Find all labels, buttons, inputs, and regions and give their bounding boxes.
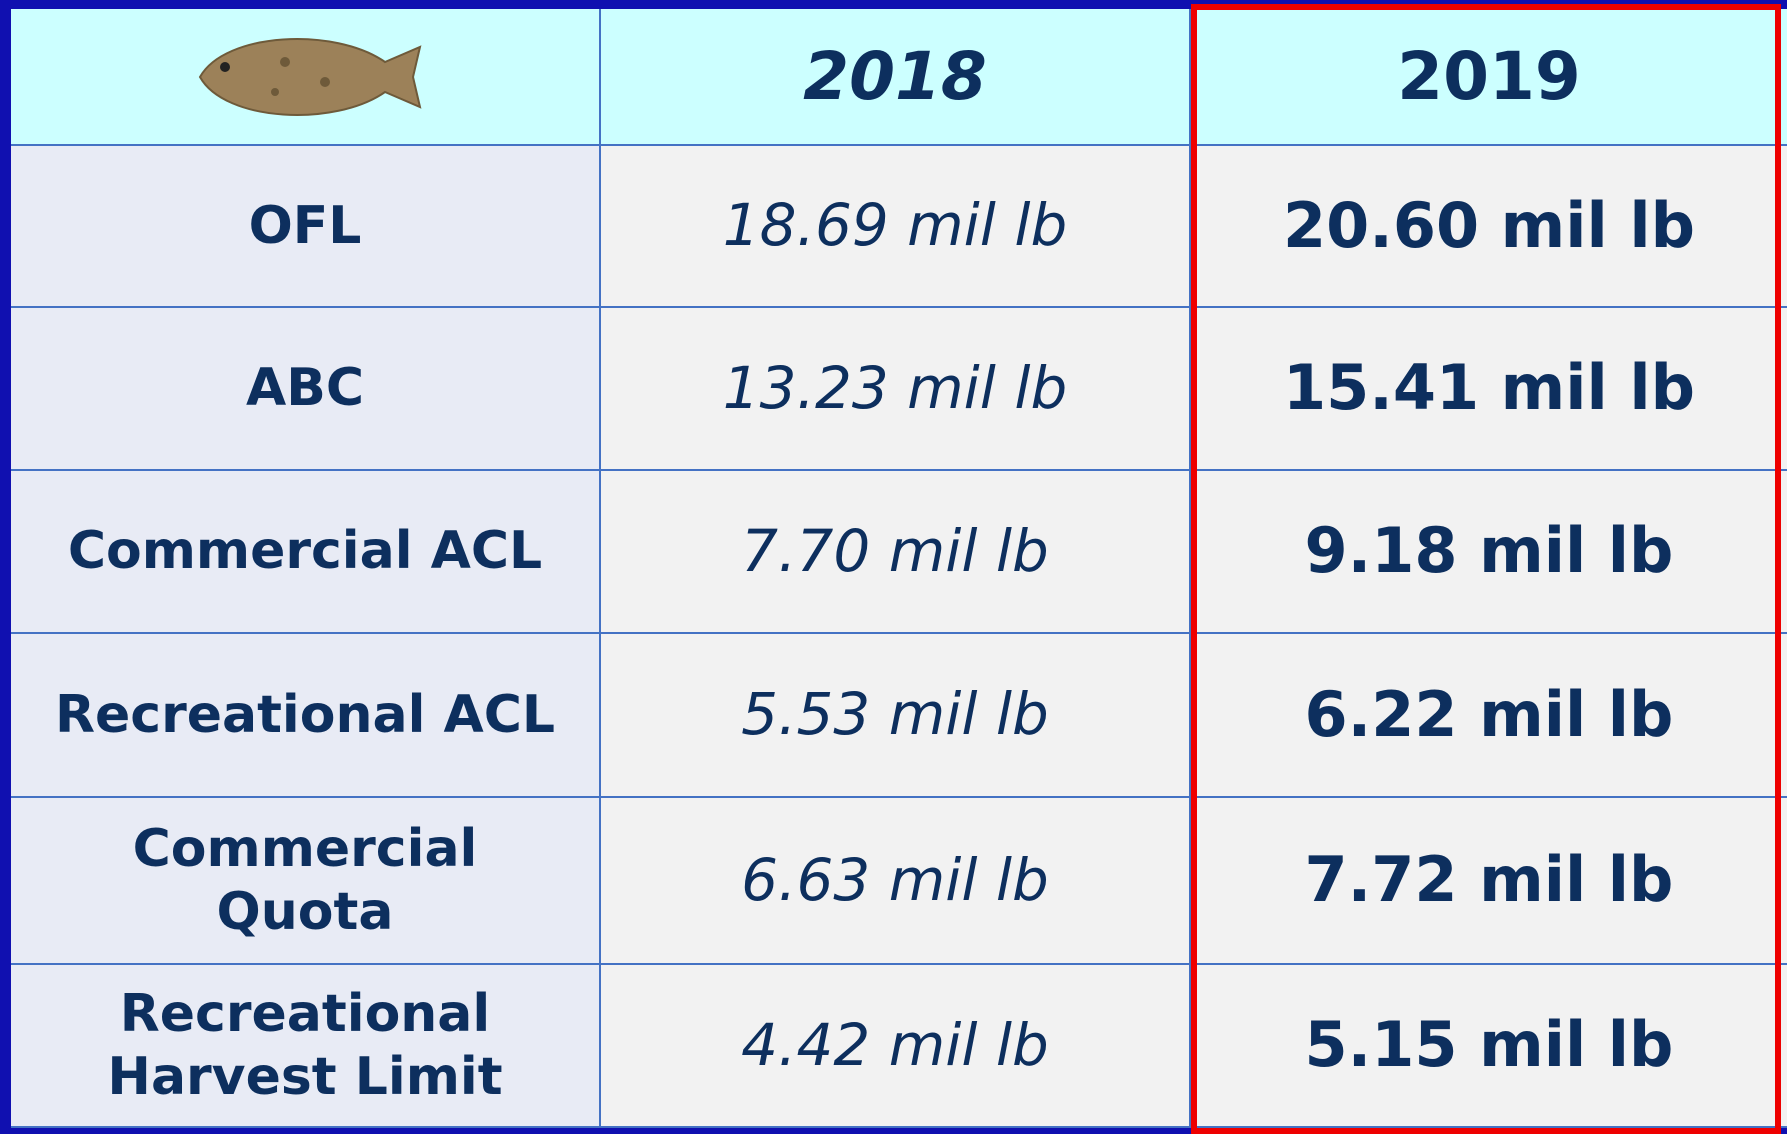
row-label: Commercial ACL — [11, 471, 601, 634]
value-cell: 7.70 mil lb — [601, 471, 1191, 634]
value-cell: 5.53 mil lb — [601, 634, 1191, 798]
value-cell: 15.41 mil lb — [1191, 308, 1787, 471]
value-cell: 13.23 mil lb — [601, 308, 1191, 471]
value-cell: 9.18 mil lb — [1191, 471, 1787, 634]
value-cell: 20.60 mil lb — [1191, 146, 1787, 308]
header-icon-cell — [11, 9, 601, 146]
value-cell: 4.42 mil lb — [601, 965, 1191, 1128]
value-cell: 7.72 mil lb — [1191, 798, 1787, 965]
value-cell: 6.63 mil lb — [601, 798, 1191, 965]
row-label: Recreational Harvest Limit — [11, 965, 601, 1128]
row-label: Recreational ACL — [11, 634, 601, 798]
row-label: ABC — [11, 308, 601, 471]
row-label: OFL — [11, 146, 601, 308]
value-cell: 18.69 mil lb — [601, 146, 1191, 308]
table: 2018 2019 OFL 18.69 mil lb 20.60 mil lb ABC 13… — [11, 9, 1787, 1128]
fish-icon — [198, 37, 422, 116]
value-cell: 5.15 mil lb — [1191, 965, 1787, 1128]
header-cell: 2018 — [601, 9, 1191, 146]
value-cell: 6.22 mil lb — [1191, 634, 1787, 798]
row-label: Commercial Quota — [11, 798, 601, 965]
header-cell: 2019 — [1191, 9, 1787, 146]
